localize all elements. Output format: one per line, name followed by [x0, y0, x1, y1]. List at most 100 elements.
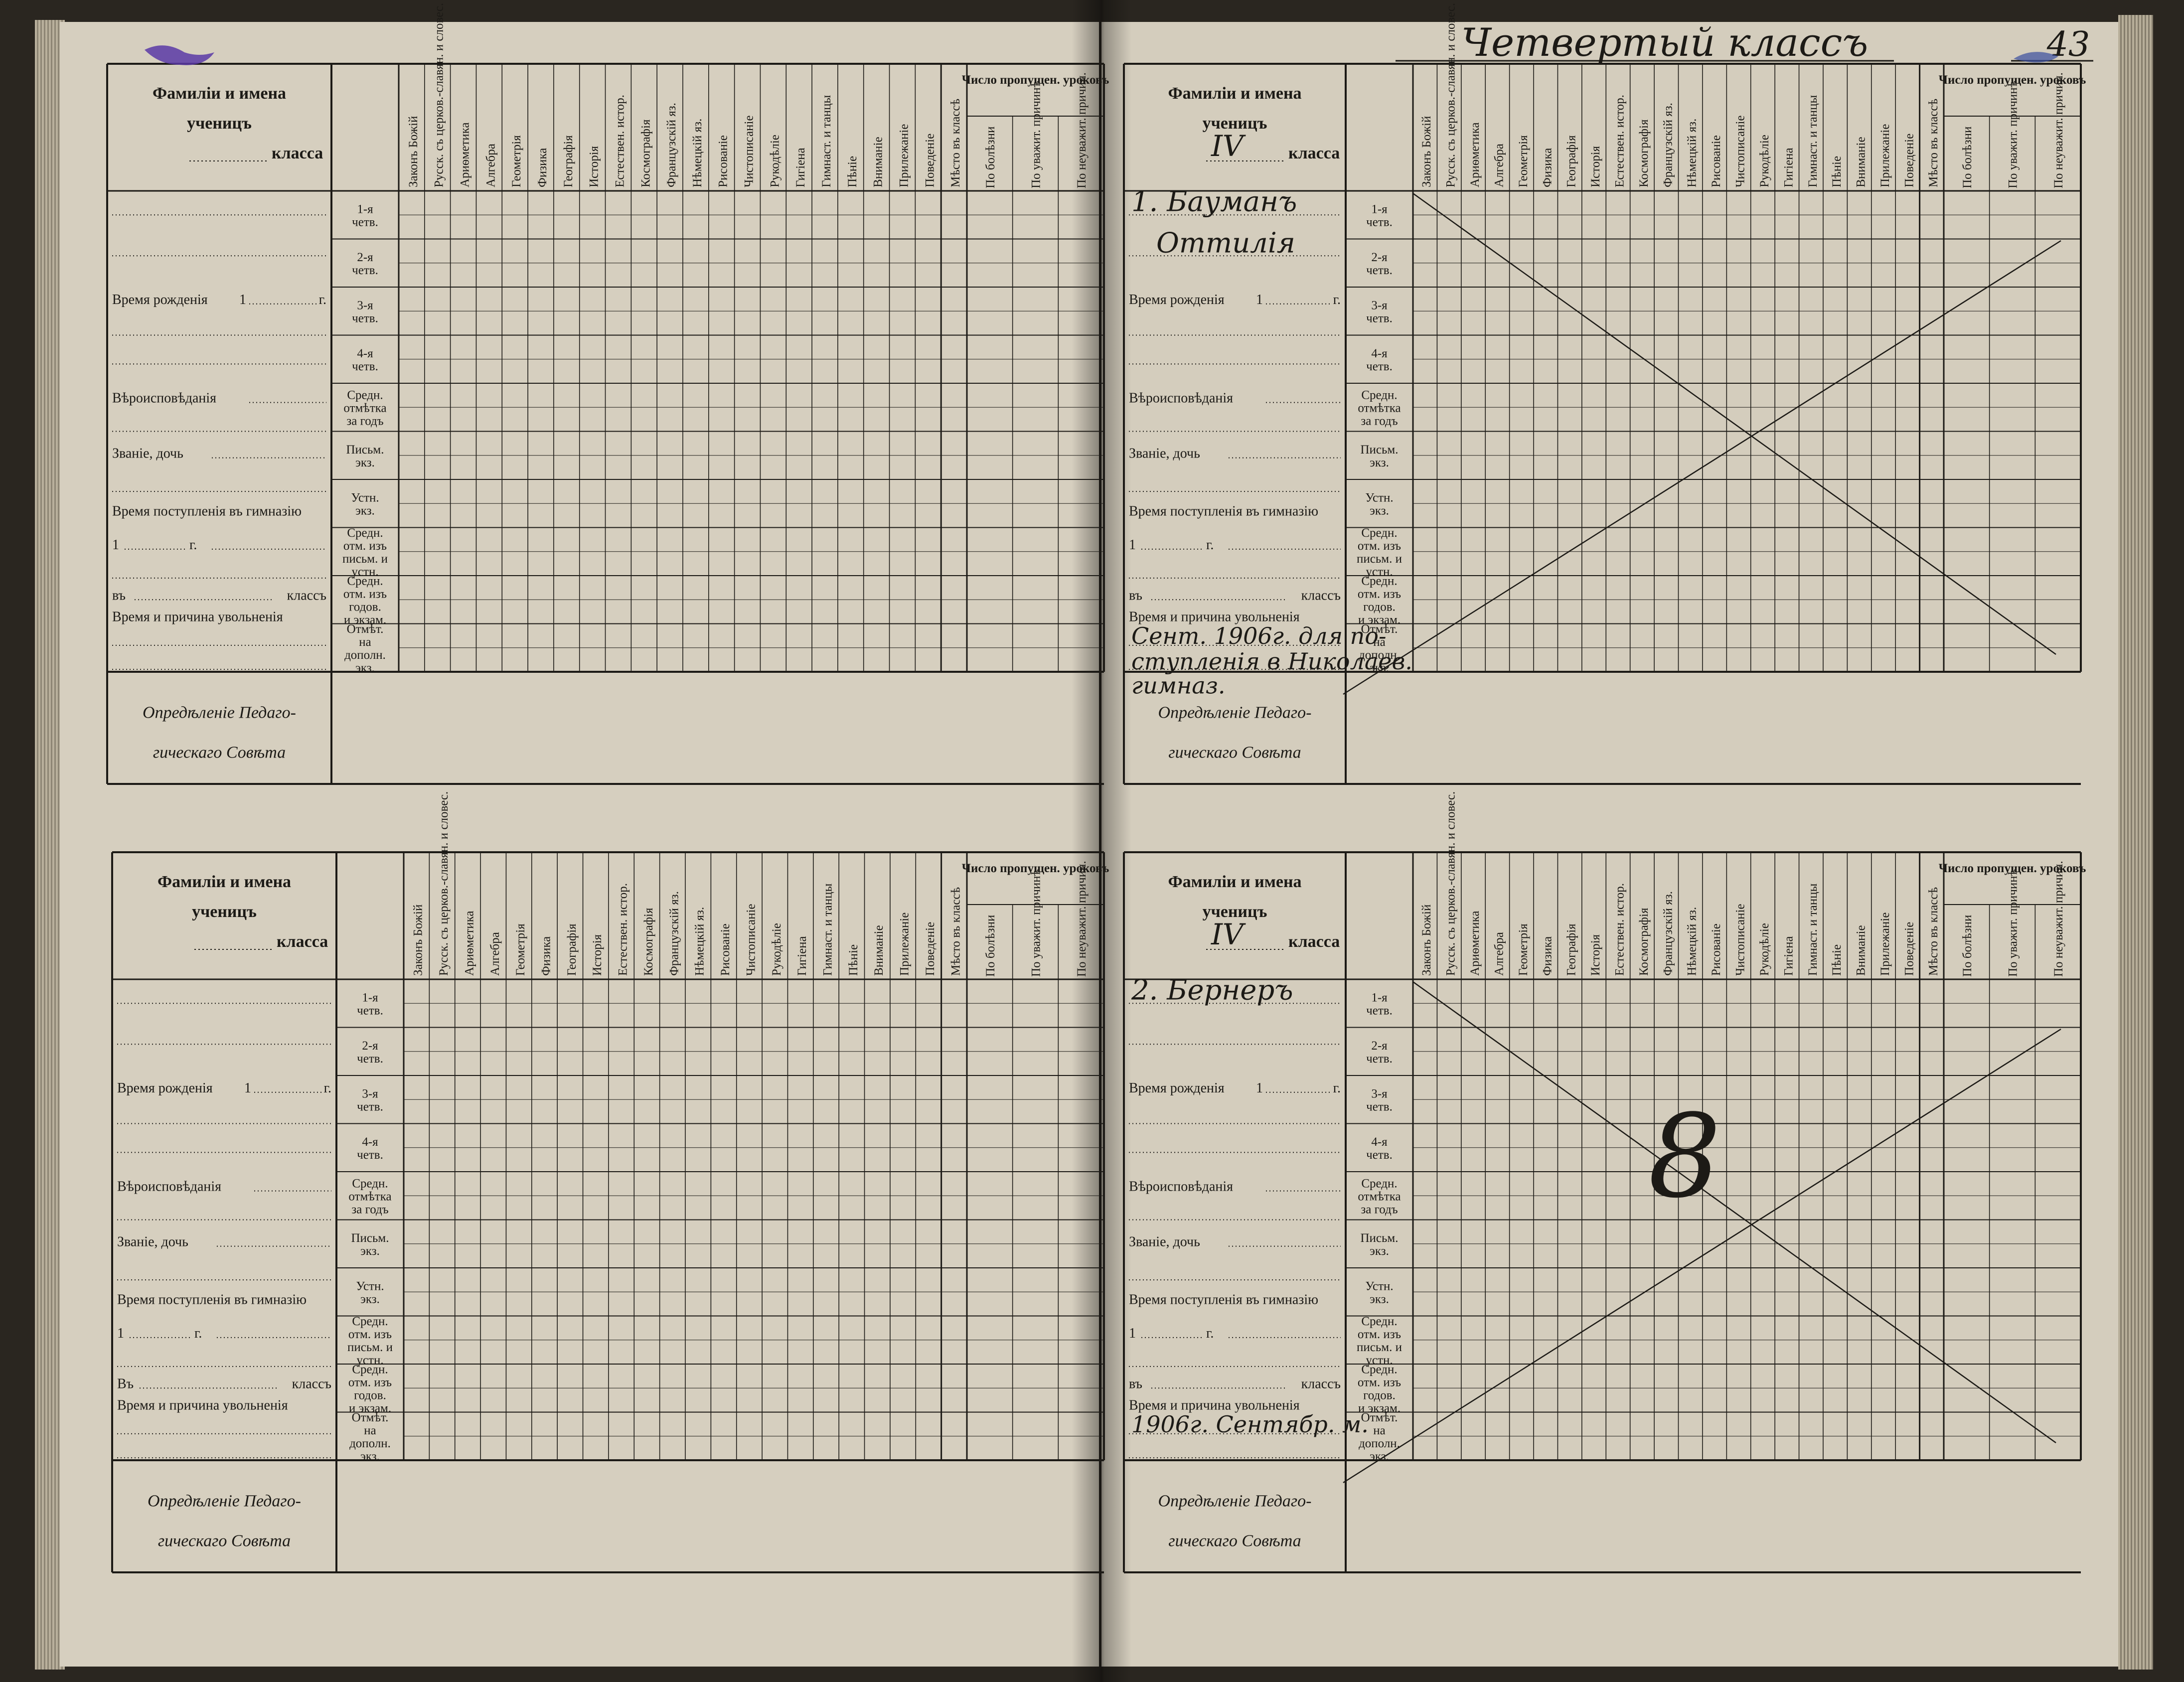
subject-header-16: Гимнаст. и танцы: [1806, 883, 1820, 976]
row-label-8: годов.: [349, 600, 381, 613]
subject-header-15: Гигіена: [1782, 148, 1795, 187]
student-surname: 1. Бауманъ: [1131, 186, 1297, 218]
row-label-8: отм. изъ: [343, 587, 387, 601]
subject-header-19: Прилежаніе: [1878, 913, 1892, 976]
subject-header-7: Исторія: [1589, 934, 1602, 976]
absence-title: Число пропущен. уроковъ: [962, 73, 1109, 87]
row-label-8: годов.: [1363, 600, 1396, 613]
birth-year-suffix: г.: [319, 292, 326, 307]
subject-header-10: Французскій яз.: [667, 891, 681, 976]
class-number-handwritten: IV: [1211, 917, 1246, 951]
page-header-title: Четвертый классъ: [1461, 20, 1869, 65]
birth-year-suffix: г.: [1333, 292, 1341, 307]
subject-header-21: Мѣсто въ классѣ: [1927, 887, 1940, 976]
absence-title: Число пропущен. уроковъ: [1939, 73, 2086, 87]
row-label-0: 1-я: [357, 202, 373, 216]
religion-label: Вѣроисповѣданія: [1129, 391, 1233, 406]
row-label-9: дополн.: [1359, 1437, 1400, 1450]
row-label-9: на: [1373, 635, 1385, 649]
student-entry-0: 1. Бауманъ Оттилія Сент. 1906г. для по-сту…: [1131, 186, 2061, 699]
row-label-9: Отмѣт.: [352, 1411, 389, 1424]
subject-header-18: Вниманіе: [872, 137, 885, 187]
absence-header-0: По болѣзни: [1961, 915, 1974, 977]
row-label-2: 3-я: [1371, 1087, 1388, 1100]
subject-header-19: Прилежаніе: [898, 913, 912, 976]
subject-header-9: Космографія: [1637, 908, 1651, 976]
ink-blot: [145, 45, 214, 65]
names-header-line3: класса: [1288, 932, 1340, 951]
subject-header-14: Рукодѣліе: [1758, 923, 1771, 976]
cross-out-stroke: [1343, 1028, 2061, 1484]
into-class-suffix: классъ: [1301, 588, 1341, 603]
subject-header-1: Русск. съ церков.-славян. и словес.: [1444, 791, 1458, 976]
admission-label: Время поступленія въ гимназію: [1129, 503, 1318, 519]
subject-header-2: Ариѳметика: [1468, 122, 1482, 187]
row-label-9: дополн.: [349, 1437, 391, 1450]
subject-header-14: Рукодѣліе: [770, 923, 783, 976]
subject-header-11: Нѣмецкій яз.: [1686, 907, 1699, 976]
ink-mark: [2014, 52, 2058, 63]
student-entry-1: 2. Бернеръ 1906г. Сентябр. м. 8: [1131, 974, 2061, 1484]
council-line2: гическаго Совѣта: [153, 744, 286, 762]
admission-year-suffix: г.: [189, 537, 197, 553]
row-label-5: Письм.: [346, 443, 384, 457]
row-label-7: Средн.: [1361, 526, 1397, 540]
row-label-8: и экзам.: [1358, 613, 1401, 626]
subject-header-9: Космографія: [639, 119, 652, 187]
dismissal-label: Время и причина увольненія: [1129, 1398, 1300, 1413]
row-label-0: 1-я: [1371, 991, 1388, 1004]
row-label-8: отм. изъ: [1358, 587, 1401, 601]
row-label-9: экз.: [1370, 1450, 1389, 1463]
subject-header-10: Французскій яз.: [665, 103, 678, 187]
row-label-7: устн.: [351, 565, 378, 579]
council-line2: гическаго Совѣта: [1168, 1532, 1301, 1550]
subject-header-4: Геометрія: [1517, 923, 1530, 976]
row-label-3: четв.: [1366, 360, 1393, 373]
row-label-6: экз.: [355, 504, 375, 517]
subject-header-15: Гигіена: [795, 936, 809, 976]
row-label-7: Средн.: [1361, 1315, 1397, 1328]
row-label-7: устн.: [1366, 565, 1393, 579]
row-label-7: Средн.: [352, 1315, 388, 1328]
row-label-9: экз.: [355, 661, 375, 675]
names-header-line3: класса: [1288, 144, 1340, 162]
subject-header-13: Чистописаніе: [743, 116, 756, 188]
subject-header-11: Нѣмецкій яз.: [691, 119, 704, 187]
subject-header-7: Исторія: [591, 934, 604, 976]
subject-header-3: Алгебра: [1492, 932, 1506, 976]
subject-header-5: Физика: [536, 148, 549, 187]
subject-header-11: Нѣмецкій яз.: [1686, 119, 1699, 187]
subject-header-4: Геометрія: [514, 923, 527, 976]
row-label-1: 2-я: [362, 1039, 378, 1053]
right-page: [1101, 22, 2118, 1667]
admission-year-prefix: 1: [112, 537, 119, 553]
subject-header-7: Исторія: [588, 146, 601, 187]
subject-header-13: Чистописаніе: [1734, 116, 1747, 188]
names-header-line1: Фамиліи и имена: [1168, 873, 1301, 891]
subject-header-17: Пѣніе: [846, 156, 859, 187]
subject-header-20: Поведеніе: [924, 922, 937, 976]
margin-mark: 8: [1648, 1090, 1721, 1223]
absence-header-0: По болѣзни: [984, 127, 997, 188]
into-class-prefix: въ: [1129, 1376, 1142, 1391]
subject-header-6: Географія: [1565, 135, 1578, 187]
subject-header-1: Русск. съ церков.-славян. и словес.: [437, 791, 451, 976]
row-label-7: отм. изъ: [348, 1328, 392, 1341]
row-label-0: 1-я: [362, 991, 378, 1004]
row-label-2: четв.: [357, 1100, 383, 1113]
admission-year-prefix: 1: [117, 1326, 124, 1341]
cross-out-stroke: [1412, 192, 2056, 655]
row-label-6: Устн.: [356, 1279, 384, 1293]
row-label-0: четв.: [357, 1004, 383, 1017]
admission-label: Время поступленія въ гимназію: [1129, 1292, 1318, 1307]
names-header-line2: ученицъ: [187, 114, 252, 133]
row-label-0: четв.: [1366, 215, 1393, 229]
birth-year-prefix: 1: [1256, 1080, 1263, 1096]
row-label-5: экз.: [355, 456, 375, 469]
row-label-3: четв.: [357, 1148, 383, 1162]
subject-header-12: Рисованіе: [1710, 923, 1723, 976]
row-label-5: Письм.: [1360, 1231, 1398, 1245]
dismissal-note-2: ступленія в Николаев.: [1131, 648, 1412, 675]
